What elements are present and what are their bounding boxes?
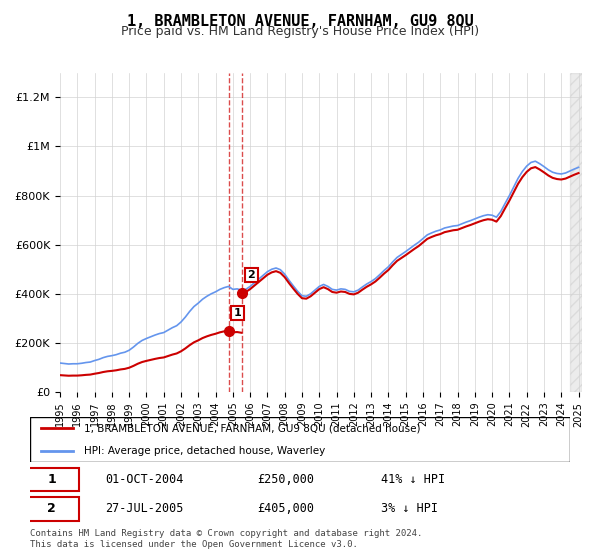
Text: 1: 1 <box>47 473 56 486</box>
Text: 2: 2 <box>248 270 255 280</box>
Text: Price paid vs. HM Land Registry's House Price Index (HPI): Price paid vs. HM Land Registry's House … <box>121 25 479 38</box>
Bar <box>570 73 582 392</box>
Text: £405,000: £405,000 <box>257 502 314 515</box>
Text: 1, BRAMBLETON AVENUE, FARNHAM, GU9 8QU (detached house): 1, BRAMBLETON AVENUE, FARNHAM, GU9 8QU (… <box>84 423 421 433</box>
Text: HPI: Average price, detached house, Waverley: HPI: Average price, detached house, Wave… <box>84 446 325 456</box>
FancyBboxPatch shape <box>25 468 79 491</box>
Text: 27-JUL-2005: 27-JUL-2005 <box>106 502 184 515</box>
Text: 01-OCT-2004: 01-OCT-2004 <box>106 473 184 486</box>
Text: 3% ↓ HPI: 3% ↓ HPI <box>381 502 438 515</box>
FancyBboxPatch shape <box>25 497 79 521</box>
Text: 2: 2 <box>47 502 56 515</box>
Text: 41% ↓ HPI: 41% ↓ HPI <box>381 473 445 486</box>
Text: 1, BRAMBLETON AVENUE, FARNHAM, GU9 8QU: 1, BRAMBLETON AVENUE, FARNHAM, GU9 8QU <box>127 14 473 29</box>
Text: Contains HM Land Registry data © Crown copyright and database right 2024.
This d: Contains HM Land Registry data © Crown c… <box>30 529 422 549</box>
Text: £250,000: £250,000 <box>257 473 314 486</box>
Text: 1: 1 <box>234 308 241 318</box>
